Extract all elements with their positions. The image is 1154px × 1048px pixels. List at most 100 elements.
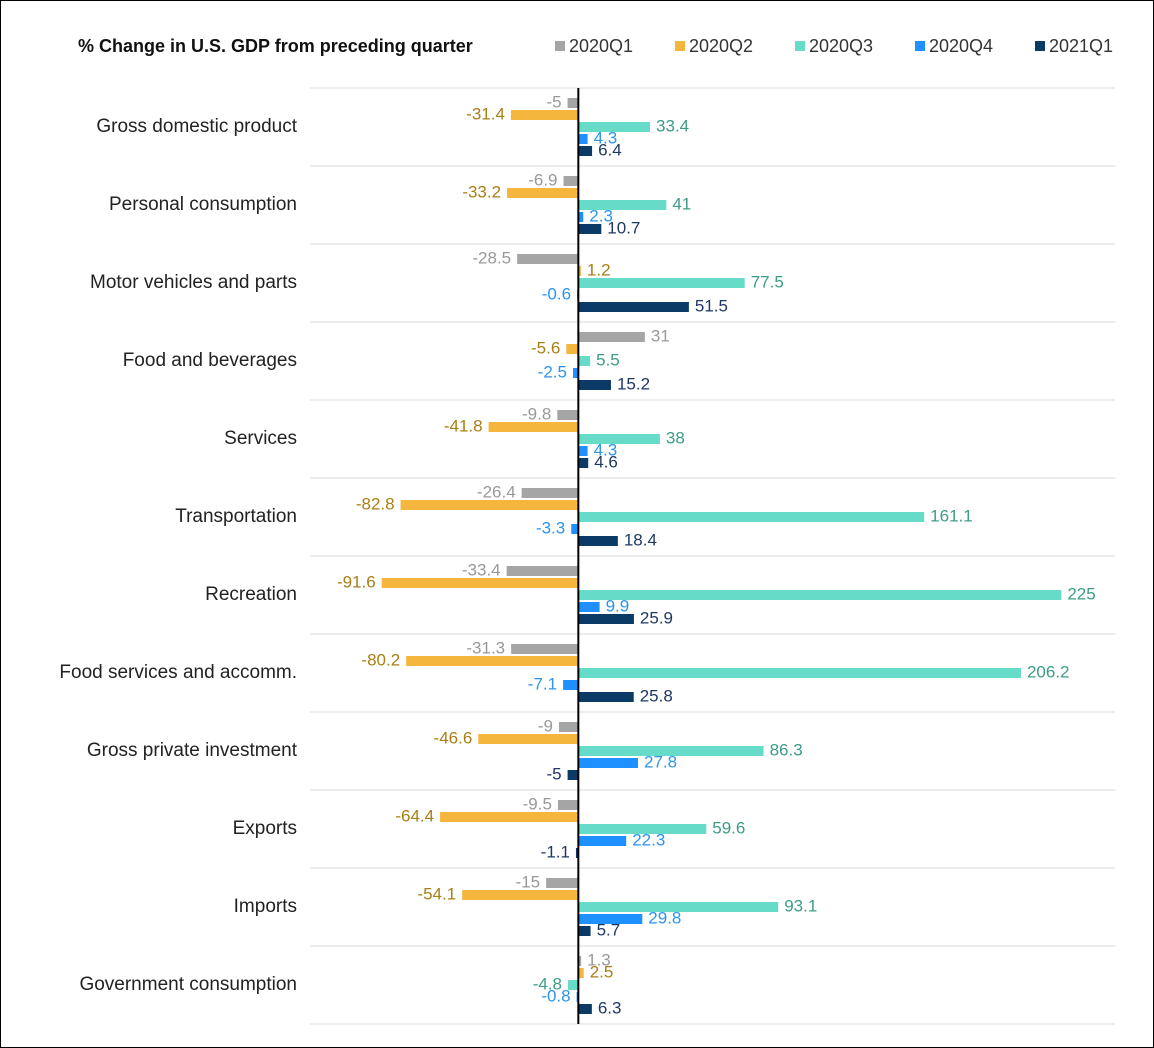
data-label: 86.3 [770, 740, 803, 759]
bar [510, 110, 579, 120]
data-label: 1.3 [587, 950, 611, 969]
bar [578, 212, 584, 222]
data-label: -15 [516, 872, 541, 891]
data-label: 4.6 [594, 452, 618, 471]
bar [557, 800, 579, 810]
data-label: -0.6 [542, 284, 571, 303]
legend-swatch [915, 41, 925, 51]
data-label: 5.5 [596, 350, 620, 369]
data-label: 225 [1067, 584, 1095, 603]
bar [578, 380, 611, 390]
legend-label: 2021Q1 [1049, 36, 1113, 56]
category-label: Food and beverages [123, 350, 297, 371]
data-label: 25.9 [640, 608, 673, 627]
bar [567, 98, 579, 108]
bar [578, 902, 779, 912]
bar [578, 266, 581, 276]
bar [578, 836, 627, 846]
bar [381, 578, 579, 588]
bar [568, 980, 579, 990]
bar [578, 602, 600, 612]
bar [506, 566, 579, 576]
bar [406, 656, 579, 666]
data-label: -9.5 [523, 794, 552, 813]
data-label: -4.8 [533, 974, 562, 993]
data-label: 2.5 [590, 962, 614, 981]
legend-label: 2020Q4 [929, 36, 993, 56]
category-label: Services [224, 428, 297, 449]
data-label: -5 [546, 764, 561, 783]
bar [578, 278, 745, 288]
bar [578, 224, 602, 234]
bar [511, 644, 579, 654]
bar [507, 188, 579, 198]
bar [578, 590, 1062, 600]
data-label: 6.3 [598, 998, 622, 1017]
bar [578, 146, 593, 156]
data-label: 4.3 [594, 128, 618, 147]
bar [578, 968, 584, 978]
bar [578, 914, 643, 924]
category-label: Government consumption [79, 974, 297, 995]
data-label: -91.6 [337, 572, 376, 591]
bar [521, 488, 579, 498]
data-label: -9.8 [522, 404, 551, 423]
data-label: 25.8 [640, 686, 673, 705]
data-label: 59.6 [712, 818, 745, 837]
bar [578, 926, 591, 936]
data-label: -28.5 [472, 248, 511, 267]
bar [478, 734, 579, 744]
bar [571, 524, 579, 534]
category-label: Personal consumption [109, 194, 297, 215]
data-label: 18.4 [624, 530, 657, 549]
data-label: 206.2 [1027, 662, 1070, 681]
category-label: Recreation [205, 584, 297, 605]
category-label: Motor vehicles and parts [90, 272, 297, 293]
bar [572, 368, 579, 378]
bar [578, 434, 660, 444]
legend-swatch [1035, 41, 1045, 51]
bar [578, 356, 591, 366]
data-label: 5.7 [597, 920, 621, 939]
bar [517, 254, 579, 264]
data-label: -7.1 [528, 674, 557, 693]
legend-label: 2020Q1 [569, 36, 633, 56]
category-label: Transportation [175, 506, 297, 527]
bar [559, 722, 579, 732]
bar [578, 458, 589, 468]
data-label: -6.9 [528, 170, 557, 189]
data-label: -1.1 [541, 842, 570, 861]
bar [578, 446, 588, 456]
data-label: -33.4 [462, 560, 501, 579]
data-label: 41 [672, 194, 691, 213]
data-label: 6.4 [598, 140, 622, 159]
bar [567, 770, 579, 780]
data-label: 31 [651, 326, 670, 345]
data-label: 2.3 [589, 206, 613, 225]
legend-swatch [795, 41, 805, 51]
data-label: -3.3 [536, 518, 565, 537]
data-label: -80.2 [361, 650, 400, 669]
data-label: -0.8 [541, 986, 570, 1005]
category-label: Gross private investment [87, 740, 298, 761]
data-label: -31.4 [466, 104, 505, 123]
data-label: -82.8 [356, 494, 395, 513]
category-label: Food services and accomm. [59, 662, 297, 683]
data-label: 93.1 [784, 896, 817, 915]
bar [400, 500, 579, 510]
data-label: -5.6 [531, 338, 560, 357]
data-label: -64.4 [395, 806, 434, 825]
bar [578, 1004, 592, 1014]
data-label: -9 [538, 716, 553, 735]
legend-label: 2020Q2 [689, 36, 753, 56]
data-label: 33.4 [656, 116, 689, 135]
data-label: -26.4 [477, 482, 516, 501]
data-label: 27.8 [644, 752, 677, 771]
bar [578, 332, 645, 342]
bar [578, 746, 764, 756]
bar [557, 410, 579, 420]
category-label: Exports [233, 818, 297, 839]
bar [578, 758, 639, 768]
bar [578, 512, 925, 522]
